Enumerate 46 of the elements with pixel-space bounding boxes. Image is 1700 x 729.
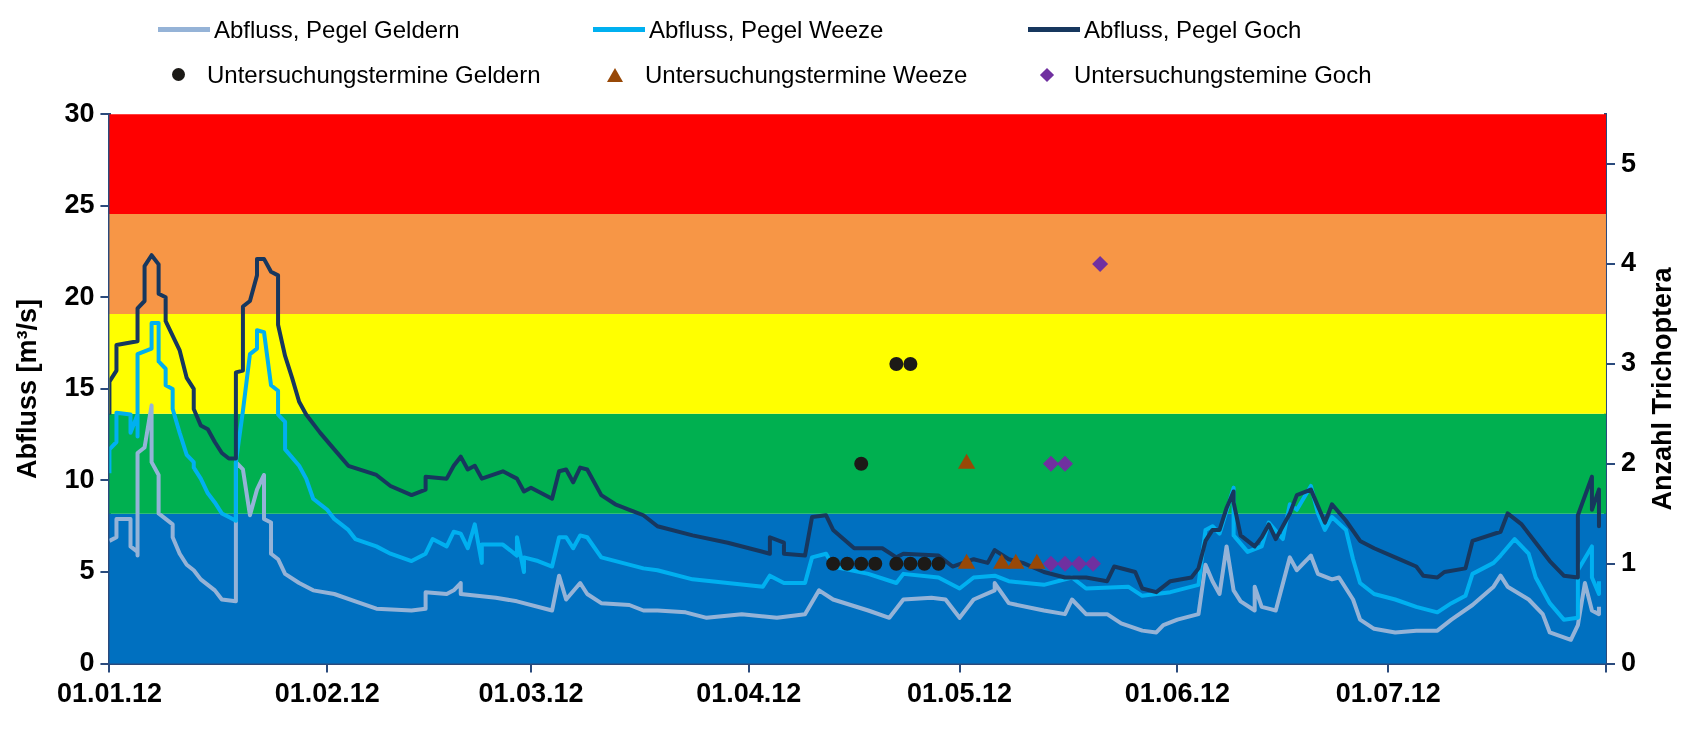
point [854, 556, 869, 571]
x-tick-label: 01.04.12 [696, 678, 802, 709]
legend-label: Untersuchungstemine Goch [1074, 60, 1372, 89]
point [1042, 555, 1059, 572]
point [889, 556, 904, 571]
point [826, 556, 841, 571]
x-tick-label: 01.01.12 [56, 678, 162, 709]
point [1042, 455, 1059, 472]
x-tick-label: 01.06.12 [1124, 678, 1230, 709]
y-tick-label: 15 [64, 372, 95, 403]
y2-tick-label: 3 [1620, 347, 1637, 378]
y-tick-label: 20 [64, 280, 95, 311]
point [889, 356, 904, 371]
point [1092, 256, 1109, 273]
y2-tick-label: 4 [1620, 247, 1637, 278]
point [840, 556, 855, 571]
y2-axis-title: Anzahl Trichoptera [1647, 266, 1678, 511]
y-tick-label: 30 [64, 97, 95, 128]
y2-tick-label: 1 [1620, 547, 1637, 578]
point [917, 556, 932, 571]
x-tick-label: 01.07.12 [1335, 678, 1441, 709]
legend-label: Abfluss, Pegel Goch [1084, 15, 1302, 44]
x-tick-label: 01.05.12 [907, 678, 1013, 709]
y2-tick-label: 0 [1620, 647, 1637, 678]
point [854, 456, 869, 471]
y-tick-label: 25 [64, 189, 95, 220]
y-axis-title: Abfluss [m³/s] [11, 298, 42, 479]
legend-label: Untersuchungstermine Geldern [207, 60, 541, 89]
x-tick-label: 01.03.12 [478, 678, 584, 709]
y2-tick-label: 5 [1620, 147, 1637, 178]
point [903, 356, 918, 371]
y2-tick-label: 2 [1620, 447, 1637, 478]
point [931, 556, 946, 571]
y-tick-label: 0 [79, 647, 95, 678]
x-tick-label: 01.02.12 [274, 678, 380, 709]
legend-label: Abfluss, Pegel Geldern [214, 15, 460, 44]
point [1071, 555, 1088, 572]
point [903, 556, 918, 571]
point [1085, 555, 1102, 572]
point [1056, 555, 1073, 572]
legend-label: Untersuchungstermine Weeze [645, 60, 968, 89]
legend-label: Abfluss, Pegel Weeze [649, 15, 884, 44]
y-tick-label: 10 [64, 463, 95, 494]
point [1056, 455, 1073, 472]
point [868, 556, 883, 571]
y-tick-label: 5 [79, 555, 95, 586]
